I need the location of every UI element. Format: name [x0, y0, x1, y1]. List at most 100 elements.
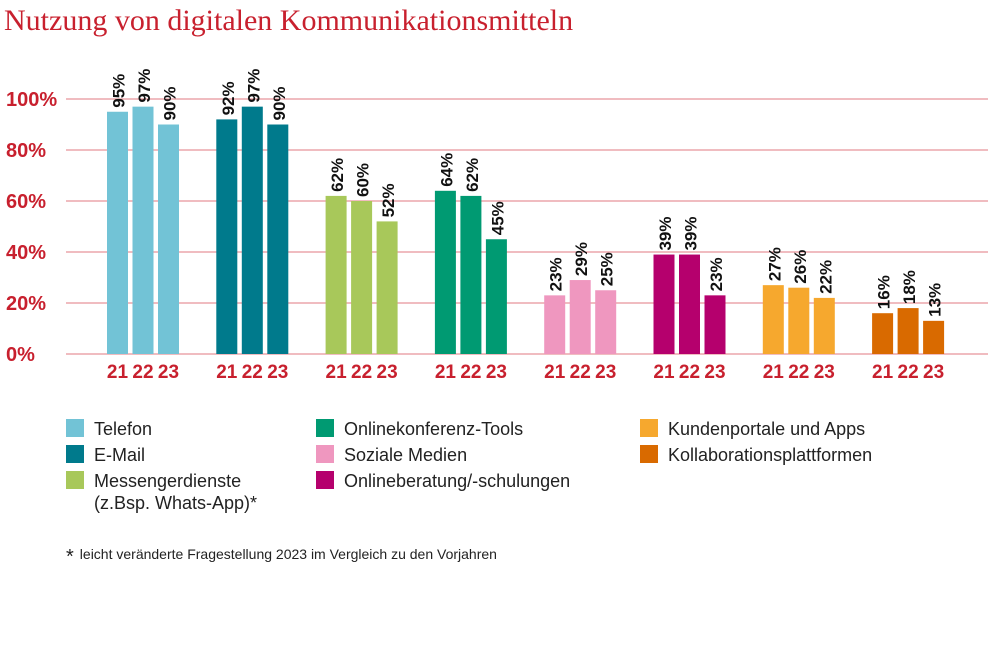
x-tick-label: 21: [653, 362, 675, 383]
legend-label: Messengerdienste (z.Bsp. Whats-App)*: [94, 470, 257, 514]
data-label: 16%: [875, 275, 894, 309]
legend-item: Messengerdienste (z.Bsp. Whats-App)*: [66, 470, 257, 514]
x-tick-label: 22: [242, 362, 263, 383]
x-tick-label: 22: [351, 362, 372, 383]
legend-item: Soziale Medien: [316, 444, 467, 466]
bar: [595, 290, 617, 354]
bar: [813, 297, 835, 354]
data-label: 39%: [656, 217, 675, 251]
legend-label-text: Messengerdienste: [94, 471, 242, 491]
legend-swatch: [66, 471, 84, 489]
legend-label-text: Onlinekonferenz-Tools: [344, 419, 524, 439]
legend-label-text: Onlineberatung/-schulungen: [344, 471, 571, 491]
data-label: 52%: [379, 183, 398, 217]
data-label: 26%: [791, 250, 810, 284]
legend-swatch: [316, 419, 334, 437]
x-tick-label: 22: [460, 362, 481, 383]
data-label: 27%: [765, 247, 784, 281]
legend-label-text: Soziale Medien: [344, 445, 468, 465]
legend-label-text: Kundenportale und Apps: [668, 419, 866, 439]
x-tick-label: 23: [704, 362, 725, 383]
data-label: 13%: [926, 283, 945, 317]
legend-label-text: E-Mail: [94, 445, 146, 465]
data-label: 29%: [572, 242, 591, 276]
bar: [544, 295, 566, 354]
bar: [325, 195, 347, 354]
data-label: 60%: [354, 163, 373, 197]
data-label: 64%: [437, 153, 456, 187]
x-tick-label: 22: [570, 362, 591, 383]
bar: [485, 239, 507, 354]
y-tick-label: 80%: [6, 140, 46, 162]
legend-swatch: [316, 471, 334, 489]
data-label: 25%: [598, 252, 617, 286]
legend-swatch: [316, 445, 334, 463]
data-label: 90%: [270, 86, 289, 120]
x-tick-label: 23: [814, 362, 835, 383]
legend-item: Onlinekonferenz-Tools: [316, 418, 523, 440]
bar: [569, 280, 591, 354]
legend-label: Onlineberatung/-schulungen: [344, 470, 570, 492]
legend-label-subtext: (z.Bsp. Whats-App)*: [94, 493, 258, 513]
x-tick-label: 23: [377, 362, 398, 383]
x-tick-label: 21: [216, 362, 238, 383]
bar: [679, 254, 700, 354]
legend-item: E-Mail: [66, 444, 145, 466]
legend-item: Onlineberatung/-schulungen: [316, 470, 570, 492]
legend-label: Soziale Medien: [344, 444, 467, 466]
data-label: 90%: [161, 86, 180, 120]
x-tick-label: 21: [544, 362, 566, 383]
legend-label-text: Telefon: [94, 419, 153, 439]
data-label: 97%: [135, 69, 154, 103]
legend-label: Telefon: [94, 418, 152, 440]
y-tick-label: 100%: [6, 89, 57, 111]
legend-swatch: [66, 445, 84, 463]
data-label: 22%: [816, 260, 835, 294]
x-tick-label: 21: [435, 362, 457, 383]
bar: [267, 124, 289, 354]
bar: [460, 195, 482, 354]
bar: [923, 320, 945, 354]
data-label: 45%: [488, 201, 507, 235]
data-label: 18%: [900, 270, 919, 304]
bar-chart: 0% 20% 40% 60% 80% 100% 95% 21 97% 22 90% 23 92% 21 97…: [6, 69, 988, 383]
legend-label-text: Kollaborationsplattformen: [668, 445, 873, 465]
x-tick-label: 23: [158, 362, 179, 383]
legend-item: Kollaborationsplattformen: [640, 444, 872, 466]
y-tick-label: 60%: [6, 191, 46, 213]
data-label: 97%: [244, 69, 263, 103]
x-tick-label: 22: [679, 362, 700, 383]
bar: [241, 106, 263, 355]
x-tick-label: 22: [132, 362, 153, 383]
data-label: 92%: [219, 81, 238, 115]
legend-label: Kundenportale und Apps: [668, 418, 865, 440]
data-label: 39%: [682, 217, 701, 251]
legend-swatch: [640, 445, 658, 463]
legend-swatch: [66, 419, 84, 437]
bar: [351, 201, 373, 354]
x-tick-label: 22: [788, 362, 809, 383]
y-tick-label: 40%: [6, 242, 46, 264]
x-tick-label: 21: [872, 362, 894, 383]
legend-label: E-Mail: [94, 444, 145, 466]
bar: [653, 254, 675, 354]
legend-item: Telefon: [66, 418, 152, 440]
x-tick-label: 22: [898, 362, 919, 383]
legend-swatch: [640, 419, 658, 437]
data-label: 95%: [110, 74, 129, 108]
bar: [107, 111, 128, 354]
bar: [872, 313, 894, 354]
bar: [434, 190, 456, 354]
bar: [788, 287, 810, 354]
x-tick-label: 21: [107, 362, 129, 383]
data-label: 62%: [328, 158, 347, 192]
footnote: * leicht veränderte Fragestellung 2023 im…: [66, 546, 497, 569]
data-label: 62%: [463, 158, 482, 192]
legend-label: Kollaborationsplattformen: [668, 444, 872, 466]
x-tick-label: 23: [923, 362, 944, 383]
legend-item: Kundenportale und Apps: [640, 418, 865, 440]
footnote-text: leicht veränderte Fragestellung 2023 im …: [79, 546, 497, 562]
bar: [897, 308, 919, 354]
chart-title: Nutzung von digitalen Kommunikationsmitt…: [4, 4, 574, 37]
footnote-star: *: [66, 546, 74, 568]
